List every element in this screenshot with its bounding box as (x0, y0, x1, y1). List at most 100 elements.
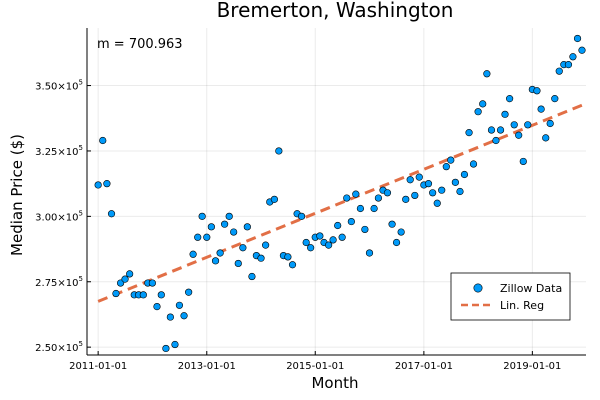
data-point (262, 241, 270, 249)
data-point (166, 313, 174, 321)
data-point (424, 180, 433, 188)
data-points-layer (94, 34, 586, 353)
data-point (361, 225, 369, 234)
data-point (112, 289, 120, 298)
x-axis-label: Month (311, 374, 358, 392)
data-point (248, 272, 256, 281)
data-point (325, 241, 333, 249)
data-point (519, 157, 527, 166)
data-point (148, 279, 156, 287)
axes: 2011-01-01 2013-01-01 2015-01-01 2017-01-01… (35, 28, 586, 372)
data-point (153, 303, 161, 311)
data-point (388, 220, 396, 228)
data-point (415, 173, 423, 181)
data-point (573, 34, 582, 43)
data-point (94, 181, 102, 189)
data-point (569, 53, 577, 61)
data-point (107, 210, 116, 218)
data-point (383, 189, 392, 197)
data-point (239, 244, 247, 252)
data-point (438, 186, 446, 194)
data-point (257, 254, 265, 262)
data-point (270, 195, 278, 203)
data-point (284, 253, 292, 261)
x-tick-label: 2017-01-01 (395, 361, 453, 372)
data-point (411, 191, 419, 200)
y-tick-label: 2.75×105 (35, 275, 83, 289)
data-point (221, 220, 229, 228)
data-point (352, 190, 360, 198)
data-point (524, 121, 532, 129)
data-point (492, 136, 500, 145)
data-point (275, 147, 283, 155)
data-point (288, 261, 297, 269)
data-point (402, 195, 410, 203)
regression-line-layer (97, 103, 583, 303)
data-point (175, 301, 184, 309)
data-point (121, 275, 129, 283)
data-point (392, 238, 401, 247)
data-point (198, 212, 206, 220)
data-point (479, 100, 487, 108)
data-point (555, 67, 563, 75)
regression-line (97, 103, 583, 303)
data-point (116, 279, 125, 287)
data-point (510, 121, 518, 129)
data-point (533, 87, 541, 95)
data-point (329, 236, 337, 244)
y-axis-label: Median Price ($) (8, 134, 26, 256)
data-point (180, 312, 188, 320)
data-point (225, 212, 233, 220)
x-tick-label: 2013-01-01 (178, 361, 236, 372)
data-point (483, 70, 491, 78)
grid (87, 28, 586, 355)
x-tick-label: 2015-01-01 (286, 361, 344, 372)
data-point (447, 156, 455, 164)
data-point (171, 340, 179, 349)
data-point (194, 233, 202, 241)
data-point (207, 223, 215, 231)
data-point (469, 160, 478, 168)
data-point (347, 217, 355, 226)
slope-annotation: m = 700.963 (97, 37, 183, 52)
data-point (230, 228, 238, 236)
data-point (185, 288, 193, 296)
data-point (460, 170, 469, 179)
data-point (515, 131, 523, 139)
data-point (397, 228, 405, 236)
data-point (578, 46, 586, 54)
data-point (542, 134, 550, 142)
y-tick-label: 3.00×105 (35, 209, 83, 223)
data-point (162, 344, 170, 353)
x-tick-label: 2011-01-01 (69, 361, 127, 372)
data-point (537, 105, 545, 113)
legend-box (450, 272, 571, 321)
data-point (126, 270, 134, 278)
data-point (506, 95, 514, 103)
legend-entry-zillow: Zillow Data (500, 282, 562, 295)
data-point (496, 126, 505, 134)
data-point (406, 176, 414, 184)
data-point (297, 212, 306, 220)
data-point (338, 233, 346, 241)
data-point (451, 178, 459, 186)
data-point (302, 238, 310, 247)
data-point (216, 249, 224, 257)
data-point (334, 221, 342, 230)
data-point (189, 250, 197, 258)
data-point (157, 291, 165, 299)
data-point (442, 163, 450, 171)
y-tick-label: 2.50×105 (35, 340, 83, 354)
data-point (546, 119, 554, 128)
data-point (487, 126, 496, 134)
data-point (343, 194, 351, 202)
data-point (365, 249, 374, 257)
data-point (501, 110, 509, 118)
data-point (316, 232, 324, 240)
data-point (465, 129, 473, 137)
data-point (456, 187, 464, 196)
data-point (433, 199, 441, 207)
chart-title: Bremerton, Washington (217, 0, 454, 22)
data-point (103, 180, 111, 188)
